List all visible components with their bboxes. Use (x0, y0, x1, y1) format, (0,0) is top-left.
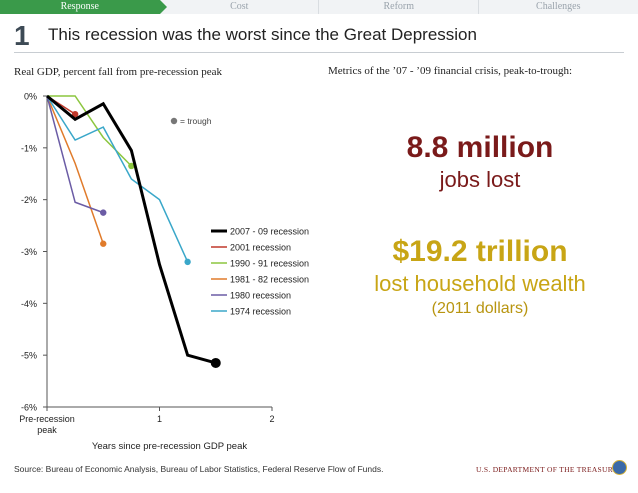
page-title: This recession was the worst since the G… (48, 25, 477, 44)
legend-label: 1990 - 91 recession (230, 259, 309, 269)
trough-point (210, 357, 221, 368)
jobs-lost-value: 8.8 million (406, 131, 554, 164)
agency-name: U.S. DEPARTMENT OF THE TREASURY (476, 465, 619, 474)
trough-point (71, 110, 79, 118)
wealth-stat: $19.2 trillion lost household wealth (20… (330, 234, 630, 320)
wealth-lost-note: (2011 dollars) (431, 300, 529, 317)
tab-response[interactable]: Response (0, 0, 166, 14)
x-tick-label: Pre-recession (19, 414, 75, 424)
wealth-lost-label: lost household wealth (374, 271, 586, 296)
y-tick-label: -4% (21, 299, 37, 309)
jobs-stat: 8.8 million jobs lost (340, 130, 620, 194)
y-tick-label: -1% (21, 143, 37, 153)
chart-title: Real GDP, percent fall from pre-recessio… (14, 66, 223, 78)
legend-label: 2007 - 09 recession (230, 227, 309, 237)
y-tick-label: -6% (21, 403, 37, 413)
legend-label: 1981 - 82 recession (230, 275, 309, 285)
series-line (46, 94, 217, 365)
trough-point (100, 209, 107, 216)
tab-challenges[interactable]: Challenges (477, 0, 638, 14)
x-tick-label: 1 (157, 414, 162, 424)
y-tick-label: -5% (21, 351, 37, 361)
trough-point (184, 258, 191, 266)
jobs-lost-label: jobs lost (439, 167, 521, 192)
metrics-title: Metrics of the ’07 - ’09 financial crisi… (328, 65, 573, 77)
series-line (46, 95, 189, 263)
legend-label: 1980 recession (230, 291, 291, 301)
treasury-seal-icon (612, 460, 627, 475)
x-axis-label: Years since pre-recession GDP peak (92, 441, 247, 452)
series-line (46, 95, 104, 214)
tab-cost[interactable]: Cost (159, 0, 319, 14)
x-tick-label: peak (37, 425, 57, 435)
source-note: Source: Bureau of Economic Analysis, Bur… (14, 464, 384, 474)
wealth-lost-value: $19.2 trillion (392, 235, 568, 268)
series-line (46, 95, 104, 244)
y-tick-label: -2% (21, 195, 37, 205)
y-tick-label: 0% (24, 92, 37, 102)
trough-legend-label: = trough (180, 116, 212, 126)
trough-legend-marker (170, 117, 178, 125)
legend-label: 1974 recession (230, 307, 291, 317)
tab-reform[interactable]: Reform (318, 0, 479, 14)
trough-point (100, 240, 107, 247)
x-tick-label: 2 (269, 414, 274, 424)
y-tick-label: -3% (21, 247, 37, 257)
legend-label: 2001 recession (230, 243, 291, 253)
top-nav: Response Cost Reform Challenges (0, 0, 638, 14)
slide-number: 1 (14, 20, 30, 51)
trough-point (128, 162, 135, 170)
title-divider (14, 52, 624, 53)
